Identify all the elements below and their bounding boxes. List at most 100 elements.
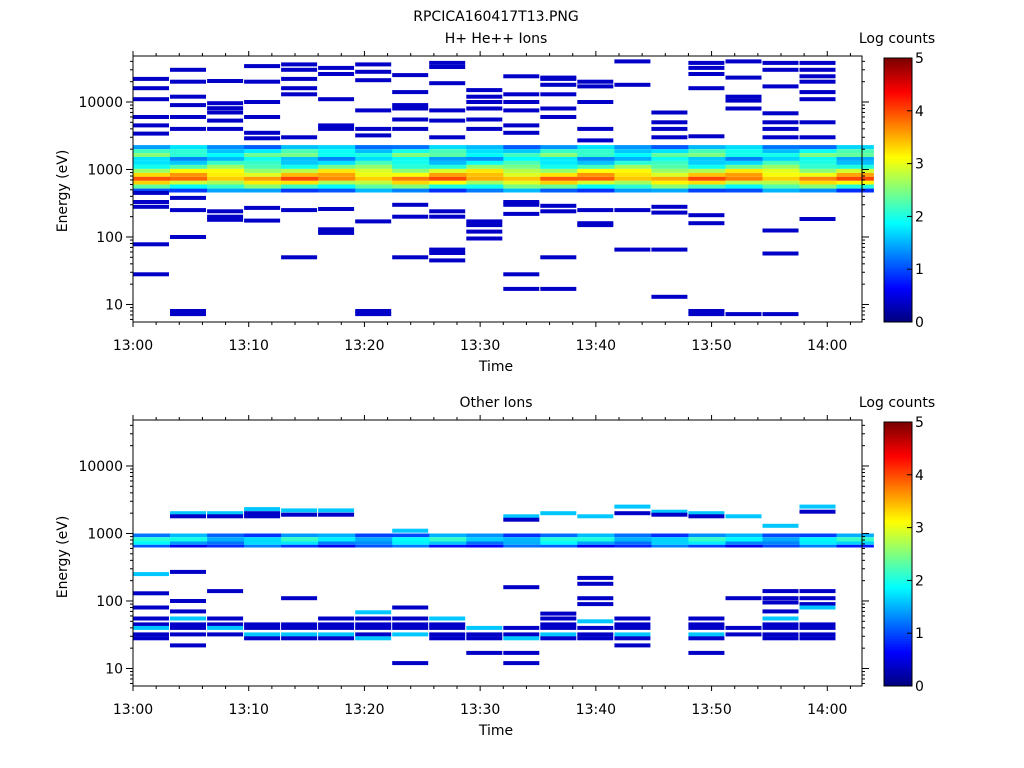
- band-cell: [725, 180, 763, 185]
- band-cell: [614, 172, 652, 177]
- heatmap-cell: [540, 636, 577, 641]
- band-cell: [762, 188, 800, 193]
- x-tick-label: 13:10: [229, 338, 269, 354]
- colorbar-segment: [884, 163, 912, 167]
- colorbar-segment: [884, 203, 912, 207]
- band-cell: [762, 537, 800, 542]
- heatmap-cell: [244, 64, 281, 69]
- band-cell: [466, 544, 504, 548]
- heatmap-cell: [429, 65, 466, 69]
- band-cell: [318, 153, 356, 157]
- colorbar-segment: [884, 221, 912, 225]
- heatmap-cell: [651, 135, 688, 140]
- colorbar-segment: [884, 319, 912, 323]
- colorbar: Log counts 0 1 2 3 4 5: [859, 31, 935, 331]
- band-cell: [725, 160, 763, 165]
- band-cell: [577, 537, 615, 542]
- band-cell: [244, 544, 282, 548]
- heatmap-cell: [207, 106, 244, 111]
- colorbar-segment: [884, 569, 912, 573]
- colorbar-segment: [884, 498, 912, 502]
- colorbar-segment: [884, 248, 912, 252]
- band-cell: [281, 164, 319, 169]
- band-cell: [503, 176, 541, 181]
- band-cell: [614, 164, 652, 169]
- colorbar-segment: [884, 155, 912, 159]
- band-cell: [651, 149, 689, 154]
- heatmap-cell: [133, 242, 169, 247]
- band-cell: [725, 188, 763, 193]
- heatmap-cell: [318, 230, 355, 235]
- band-cell: [503, 157, 541, 161]
- colorbar-segment: [884, 627, 912, 632]
- heatmap-cell: [392, 632, 429, 637]
- band-cell: [540, 153, 578, 157]
- colorbar-segment: [884, 646, 912, 650]
- colorbar-segment: [884, 108, 912, 112]
- band-cell: [725, 145, 763, 150]
- colorbar-segment: [884, 182, 912, 186]
- band-cell: [133, 180, 171, 185]
- band-cell: [836, 168, 874, 173]
- heatmap-cell: [170, 312, 206, 317]
- heatmap-cell: [429, 108, 466, 113]
- heatmap-cell: [762, 632, 799, 637]
- heatmap-cell: [540, 616, 577, 621]
- band-cell: [614, 160, 652, 165]
- band-cell: [614, 168, 652, 173]
- heatmap-cell: [392, 90, 429, 95]
- band-cell: [318, 145, 356, 150]
- colorbar-segment: [884, 488, 912, 492]
- plot-frame: [132, 55, 863, 323]
- colorbar-segment: [884, 195, 912, 199]
- heatmap-cell: [799, 217, 836, 221]
- band-cell: [799, 537, 837, 542]
- band-cell: [799, 172, 837, 177]
- band-cell: [207, 172, 245, 177]
- heatmap-cell: [133, 123, 169, 128]
- heatmap-cell: [799, 622, 836, 627]
- heatmap-cell: [318, 616, 355, 621]
- colorbar-segment: [884, 461, 912, 465]
- band-cell: [207, 164, 245, 169]
- colorbar-segment: [884, 435, 912, 439]
- heatmap-cell: [577, 138, 614, 143]
- band-cell: [133, 188, 171, 193]
- band-cell: [429, 541, 467, 545]
- band-cell: [355, 541, 393, 545]
- colorbar-segment: [884, 477, 912, 481]
- band-cell: [207, 544, 245, 548]
- colorbar-segment: [884, 649, 912, 653]
- band-cell: [466, 533, 504, 538]
- heatmap-cell: [170, 103, 206, 108]
- heatmap-cell: [170, 569, 206, 574]
- band-cell: [688, 149, 726, 154]
- band-cell: [207, 160, 245, 165]
- band-cell: [799, 176, 837, 181]
- band-cell: [429, 188, 467, 193]
- colorbar-tick-label: 4: [915, 104, 924, 120]
- band-cell: [799, 157, 837, 161]
- band-cell: [466, 145, 504, 150]
- band-cell: [651, 172, 689, 177]
- heatmap-cell: [355, 309, 392, 313]
- band-cell: [281, 160, 319, 165]
- heatmap-cell: [429, 214, 466, 219]
- heatmap-cell: [429, 616, 466, 621]
- heatmap-cell: [762, 312, 799, 317]
- plot-axes: 13:00 13:10 13:20 13:30 13:40 13:50 14:00 10 100…: [78, 415, 869, 718]
- panel-title: H+ He++ Ions: [445, 31, 548, 47]
- colorbar-segment: [884, 635, 912, 639]
- band-cell: [651, 153, 689, 157]
- heatmap-cell: [281, 67, 318, 72]
- band-cell: [429, 149, 467, 154]
- band-cell: [836, 541, 874, 545]
- band-cell: [577, 533, 615, 538]
- heatmap-cell: [503, 202, 540, 207]
- heatmap-cell: [466, 636, 503, 641]
- heatmap-cell: [133, 591, 169, 596]
- heatmap-cell: [429, 247, 466, 252]
- band-cell: [281, 168, 319, 173]
- colorbar: Log counts 0 1 2 3 4 5: [859, 395, 935, 695]
